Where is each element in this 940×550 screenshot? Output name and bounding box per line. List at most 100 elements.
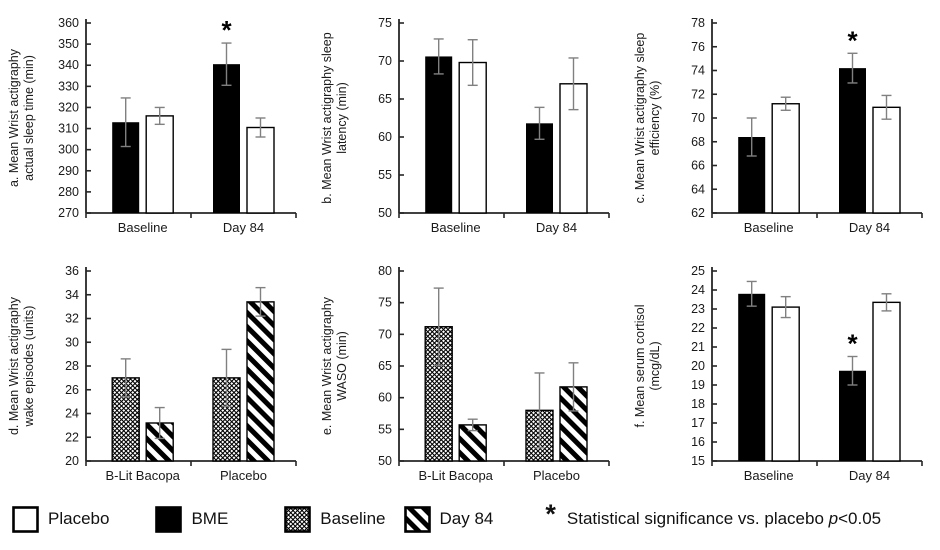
bar-chart-panel-f: f. Mean serum cortisol (mcg/dL) 15 16 17 18 19…	[633, 264, 923, 483]
x-category-label: Day 84	[536, 220, 577, 235]
y-tick-label: 70	[378, 54, 392, 68]
y-tick-label: 310	[58, 122, 79, 136]
bar-placebo	[145, 115, 174, 214]
y-tick-label: 19	[691, 378, 705, 392]
legend-item-placebo: Placebo	[12, 505, 109, 533]
x-category-label: B-Lit Bacopa	[418, 468, 493, 483]
y-tick-label: 28	[65, 359, 79, 373]
y-tick-label: 64	[691, 182, 705, 196]
chart-panel-d: d. Mean Wrist actigraphy wake episodes (u…	[0, 253, 313, 493]
y-tick-label: 36	[65, 264, 79, 278]
y-tick-label: 32	[65, 312, 79, 326]
y-tick-label: 50	[378, 454, 392, 468]
day84-swatch-icon	[403, 505, 431, 533]
y-tick-label: 290	[58, 164, 79, 178]
y-tick-label: 74	[691, 64, 705, 78]
y-tick-label: 270	[58, 206, 79, 220]
y-tick-label: 26	[65, 383, 79, 397]
y-tick-label: 65	[378, 359, 392, 373]
y-tick-label: 21	[691, 340, 705, 354]
y-axis-label: b. Mean Wrist actigraphy sleep	[320, 32, 334, 203]
bar-chart-panel-d: d. Mean Wrist actigraphy wake episodes (u…	[7, 264, 297, 483]
chart-panel-f: f. Mean serum cortisol (mcg/dL) 15 16 17 18 19…	[626, 253, 940, 493]
y-axis-label: latency (min)	[335, 82, 349, 154]
bar-placebo	[246, 126, 275, 214]
chart-panel-e: e. Mean Wrist actigraphy WASO (min) 50 55 60…	[313, 253, 626, 493]
y-axis-label: e. Mean Wrist actigraphy	[320, 296, 334, 435]
y-tick-label: 17	[691, 416, 705, 430]
y-tick-label: 50	[378, 206, 392, 220]
y-tick-label: 300	[58, 143, 79, 157]
y-tick-label: 68	[691, 135, 705, 149]
chart-panel-b: b. Mean Wrist actigraphy sleep latency (m…	[313, 5, 626, 245]
legend-item-baseline: Baseline	[284, 505, 386, 533]
y-tick-label: 70	[378, 327, 392, 341]
placebo-swatch-icon	[12, 505, 39, 533]
y-tick-label: 78	[691, 16, 705, 30]
y-tick-label: 25	[691, 264, 705, 278]
legend-label-baseline: Baseline	[320, 509, 386, 528]
x-category-label: Baseline	[118, 220, 168, 235]
y-tick-label: 76	[691, 40, 705, 54]
bar-chart-panel-b: b. Mean Wrist actigraphy sleep latency (m…	[320, 16, 610, 235]
bar-placebo	[771, 103, 800, 214]
y-tick-label: 24	[691, 283, 705, 297]
chart-panel-a: a. Mean Wrist actigraphy actual sleep tim…	[0, 5, 313, 245]
significance-text-p: p	[828, 509, 839, 528]
y-tick-label: 80	[378, 264, 392, 278]
bme-swatch-icon	[155, 505, 183, 533]
y-tick-label: 20	[691, 359, 705, 373]
bar-placebo	[458, 61, 487, 214]
y-tick-label: 34	[65, 288, 79, 302]
y-tick-label: 330	[58, 79, 79, 93]
y-tick-label: 65	[378, 92, 392, 106]
baseline-swatch-icon	[284, 505, 312, 533]
bar-day-84	[246, 301, 275, 462]
y-tick-label: 55	[378, 168, 392, 182]
bar-placebo	[872, 301, 901, 462]
bar-bme	[425, 56, 453, 213]
y-tick-label: 75	[378, 296, 392, 310]
significance-note: * Statistical significance vs. placebo p…	[545, 499, 882, 529]
significance-text-suffix: <0.05	[838, 509, 882, 528]
bar-bme	[213, 64, 240, 213]
y-tick-label: 22	[65, 430, 79, 444]
legend-item-bme: BME	[155, 505, 228, 533]
legend-label-day84: Day 84	[439, 509, 494, 528]
y-tick-label: 23	[691, 302, 705, 316]
bar-chart-panel-c: c. Mean Wrist actigraphy sleep efficiency…	[633, 16, 923, 235]
y-axis-label: d. Mean Wrist actigraphy	[7, 296, 21, 435]
x-category-label: Day 84	[223, 220, 264, 235]
y-tick-label: 350	[58, 37, 79, 51]
significance-text-prefix: Statistical significance vs. placebo	[566, 509, 829, 528]
significance-asterisk: *	[847, 25, 858, 55]
x-category-label: Baseline	[744, 220, 794, 235]
x-category-label: Baseline	[431, 220, 481, 235]
bar-bme	[839, 68, 866, 213]
x-category-label: Day 84	[849, 468, 890, 483]
y-axis-label: (mcg/dL)	[648, 341, 662, 390]
bar-placebo	[872, 106, 901, 214]
y-axis-label: f. Mean serum cortisol	[633, 305, 647, 428]
bar-placebo	[771, 306, 800, 462]
bar-chart-panel-e: e. Mean Wrist actigraphy WASO (min) 50 55 60…	[320, 264, 610, 483]
bar-bme	[839, 370, 866, 461]
y-tick-label: 70	[691, 111, 705, 125]
y-axis-label: c. Mean Wrist actigraphy sleep	[633, 33, 647, 204]
y-axis-label: actual sleep time (min)	[22, 55, 36, 181]
significance-asterisk: *	[847, 329, 858, 359]
y-tick-label: 280	[58, 185, 79, 199]
y-tick-label: 18	[691, 397, 705, 411]
y-tick-label: 340	[58, 58, 79, 72]
y-tick-label: 15	[691, 454, 705, 468]
x-category-label: Baseline	[744, 468, 794, 483]
y-tick-label: 20	[65, 454, 79, 468]
bar-chart-panel-a: a. Mean Wrist actigraphy actual sleep tim…	[7, 15, 297, 235]
y-axis-label: WASO (min)	[335, 331, 349, 401]
y-tick-label: 16	[691, 435, 705, 449]
legend-item-day84: Day 84	[403, 505, 494, 533]
x-category-label: B-Lit Bacopa	[105, 468, 180, 483]
y-tick-label: 60	[378, 391, 392, 405]
bar-bme	[738, 293, 766, 461]
y-tick-label: 72	[691, 87, 705, 101]
